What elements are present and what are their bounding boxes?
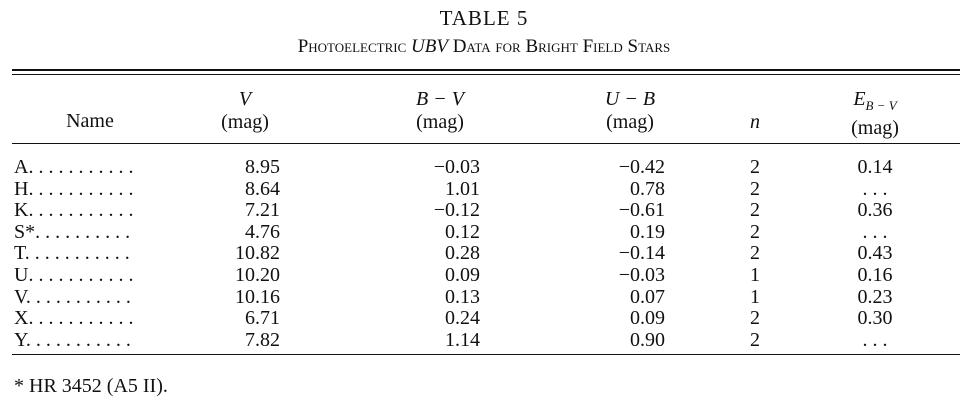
header-e-subscript: B − V (865, 98, 897, 113)
row-name: S*. . . . . . . . . . (14, 220, 131, 243)
row-v: 8.64 (245, 177, 280, 200)
subtitle-italic: UBV (411, 36, 448, 57)
row-v: 4.76 (245, 220, 280, 243)
top-double-rule-1 (12, 69, 960, 71)
row-name: T. . . . . . . . . . . (14, 242, 130, 265)
table-row: H. . . . . . . . . . . 8.64 1.01 0.78 2 . . . (0, 177, 968, 200)
row-v: 7.82 (245, 328, 280, 351)
row-bv: 1.14 (445, 328, 480, 351)
row-v: 6.71 (245, 307, 280, 330)
table-row: U. . . . . . . . . . . 10.20 0.09 −0.03 1 0.1… (0, 265, 968, 286)
table-row: T. . . . . . . . . . . 10.82 0.28 −0.14 2 0.4… (0, 243, 968, 264)
row-n: 2 (750, 328, 760, 351)
row-e: . . . (862, 328, 888, 351)
row-v: 10.20 (235, 264, 280, 286)
row-ub: 0.19 (630, 220, 665, 243)
row-e: 0.43 (857, 242, 893, 265)
header-e-label: EB − V (830, 88, 920, 117)
row-bv: 0.12 (445, 220, 480, 243)
header-bv-unit: (mag) (416, 111, 464, 133)
header-e: EB − V (mag) (830, 88, 920, 140)
row-n: 2 (750, 156, 760, 178)
header-e-symbol: E (853, 88, 866, 110)
row-e: 0.30 (857, 307, 893, 330)
row-e: . . . (862, 177, 888, 200)
row-n: 1 (750, 264, 760, 286)
table-row: V. . . . . . . . . . . 10.16 0.13 0.07 1 0.23 (0, 285, 968, 308)
footnote: * HR 3452 (A5 II). (14, 375, 168, 397)
header-n: n (750, 111, 760, 133)
row-e: . . . (862, 220, 888, 243)
row-name: Y. . . . . . . . . . . (14, 328, 131, 351)
row-ub: −0.03 (618, 264, 665, 286)
row-name: K. . . . . . . . . . . (14, 199, 134, 222)
row-e: 0.36 (857, 199, 893, 222)
row-v: 10.82 (235, 242, 280, 265)
subtitle-prefix: Photoelectric (297, 36, 412, 57)
row-n: 1 (750, 285, 760, 308)
row-bv: 0.13 (445, 285, 480, 308)
row-bv: 1.01 (445, 177, 480, 200)
row-ub: 0.09 (630, 307, 665, 330)
row-name: A. . . . . . . . . . . (14, 156, 134, 178)
row-bv: −0.12 (433, 199, 480, 222)
header-ub: U − B (mag) (570, 88, 690, 134)
header-v-unit: (mag) (221, 111, 269, 133)
header-v: V (mag) (200, 88, 290, 134)
row-n: 2 (750, 220, 760, 243)
bottom-rule (12, 354, 960, 355)
header-v-label: V (238, 88, 252, 110)
row-v: 7.21 (245, 199, 280, 222)
row-name: V. . . . . . . . . . . (14, 285, 131, 308)
row-n: 2 (750, 199, 760, 222)
row-name: H. . . . . . . . . . . (14, 177, 134, 200)
row-ub: 0.78 (630, 177, 665, 200)
row-bv: 0.09 (445, 264, 480, 286)
row-name: X. . . . . . . . . . . (14, 307, 134, 330)
header-e-unit: (mag) (851, 117, 899, 139)
row-n: 2 (750, 242, 760, 265)
table-row: A. . . . . . . . . . . 8.95 −0.03 −0.42 2 0.1… (0, 157, 968, 178)
row-e: 0.23 (857, 285, 893, 308)
header-bv: B − V (mag) (380, 88, 500, 134)
row-bv: 0.28 (445, 242, 480, 265)
row-ub: −0.42 (618, 156, 665, 178)
row-bv: −0.03 (433, 156, 480, 178)
header-name: Name (66, 110, 114, 132)
header-ub-label: U − B (604, 88, 656, 110)
row-e: 0.14 (857, 156, 893, 178)
table-row: Y. . . . . . . . . . . 7.82 1.14 0.90 2 . . . (0, 328, 968, 351)
header-rule (12, 143, 960, 144)
subtitle-suffix: Data for Bright Field Stars (447, 36, 671, 57)
table-row: S*. . . . . . . . . . 4.76 0.12 0.19 2 . . . (0, 220, 968, 243)
row-bv: 0.24 (445, 307, 480, 330)
table-subtitle: Photoelectric UBV Data for Bright Field … (0, 36, 968, 58)
row-n: 2 (750, 307, 760, 330)
row-ub: −0.14 (618, 242, 665, 265)
table-row: X. . . . . . . . . . . 6.71 0.24 0.09 2 0.30 (0, 308, 968, 329)
row-n: 2 (750, 177, 760, 200)
row-v: 8.95 (245, 156, 280, 178)
table-title: TABLE 5 (439, 6, 529, 30)
table-row: K. . . . . . . . . . . 7.21 −0.12 −0.61 2 0.3… (0, 200, 968, 221)
header-ub-unit: (mag) (606, 111, 654, 133)
row-ub: 0.07 (630, 285, 665, 308)
top-double-rule-2 (12, 74, 960, 75)
row-ub: −0.61 (618, 199, 665, 222)
row-e: 0.16 (857, 264, 893, 286)
row-name: U. . . . . . . . . . . (14, 264, 134, 286)
row-ub: 0.90 (630, 328, 665, 351)
header-bv-label: B − V (416, 88, 464, 110)
row-v: 10.16 (235, 285, 280, 308)
